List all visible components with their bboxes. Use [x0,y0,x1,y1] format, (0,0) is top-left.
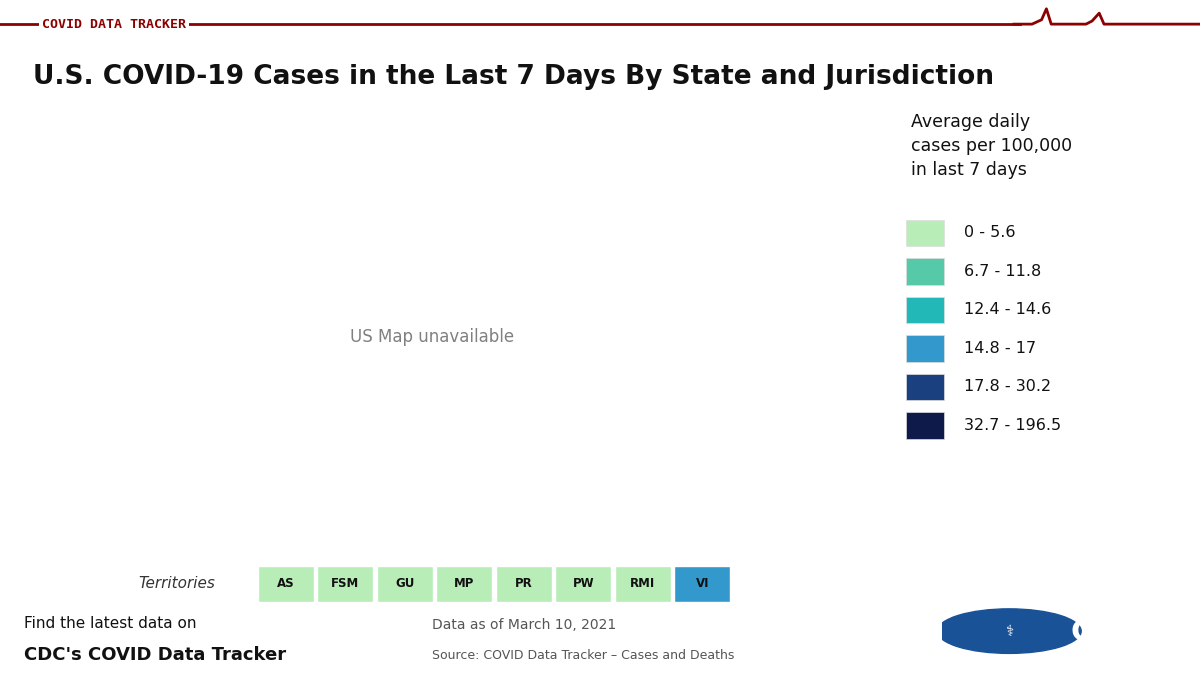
Text: ⚕: ⚕ [1006,624,1013,639]
Text: US Map unavailable: US Map unavailable [350,329,514,346]
Text: MP: MP [454,577,474,591]
Text: GU: GU [395,577,414,591]
Text: HEALTH & HUMAN SERVICES: HEALTH & HUMAN SERVICES [1067,612,1144,618]
FancyBboxPatch shape [906,335,943,362]
FancyBboxPatch shape [258,566,313,602]
Text: Average daily
cases per 100,000
in last 7 days: Average daily cases per 100,000 in last … [912,113,1073,179]
Text: CDC's COVID Data Tracker: CDC's COVID Data Tracker [24,646,286,664]
Text: U.S. COVID-19 Cases in the Last 7 Days By State and Jurisdiction: U.S. COVID-19 Cases in the Last 7 Days B… [32,64,994,90]
FancyBboxPatch shape [437,566,492,602]
FancyBboxPatch shape [614,566,671,602]
FancyBboxPatch shape [906,412,943,439]
Circle shape [923,604,1096,658]
FancyBboxPatch shape [674,566,731,602]
Text: PW: PW [572,577,594,591]
Text: 17.8 - 30.2: 17.8 - 30.2 [965,379,1051,394]
Text: 6.7 - 11.8: 6.7 - 11.8 [965,264,1042,279]
Text: 14.8 - 17: 14.8 - 17 [965,341,1037,356]
FancyBboxPatch shape [556,566,611,602]
Text: U.S. DEPARTMENT OF: U.S. DEPARTMENT OF [1072,605,1139,610]
Circle shape [937,609,1081,653]
Text: 0 - 5.6: 0 - 5.6 [965,225,1016,240]
Text: RMI: RMI [630,577,655,591]
Text: Find the latest data on: Find the latest data on [24,616,197,632]
Text: CDC: CDC [1070,618,1140,647]
Text: AS: AS [277,577,294,591]
Text: FSM: FSM [331,577,359,591]
Text: Data as of March 10, 2021: Data as of March 10, 2021 [432,618,617,632]
FancyBboxPatch shape [906,297,943,323]
FancyBboxPatch shape [906,374,943,400]
FancyBboxPatch shape [317,566,373,602]
Text: PR: PR [515,577,533,591]
FancyBboxPatch shape [496,566,552,602]
Text: 32.7 - 196.5: 32.7 - 196.5 [965,418,1062,433]
FancyBboxPatch shape [906,220,943,246]
Text: Source: COVID Data Tracker – Cases and Deaths: Source: COVID Data Tracker – Cases and D… [432,649,734,662]
Text: 12.4 - 14.6: 12.4 - 14.6 [965,302,1051,317]
Text: COVID DATA TRACKER: COVID DATA TRACKER [42,18,186,30]
Text: Territories: Territories [138,576,215,591]
FancyBboxPatch shape [377,566,433,602]
FancyBboxPatch shape [906,259,943,285]
Text: VI: VI [696,577,709,591]
